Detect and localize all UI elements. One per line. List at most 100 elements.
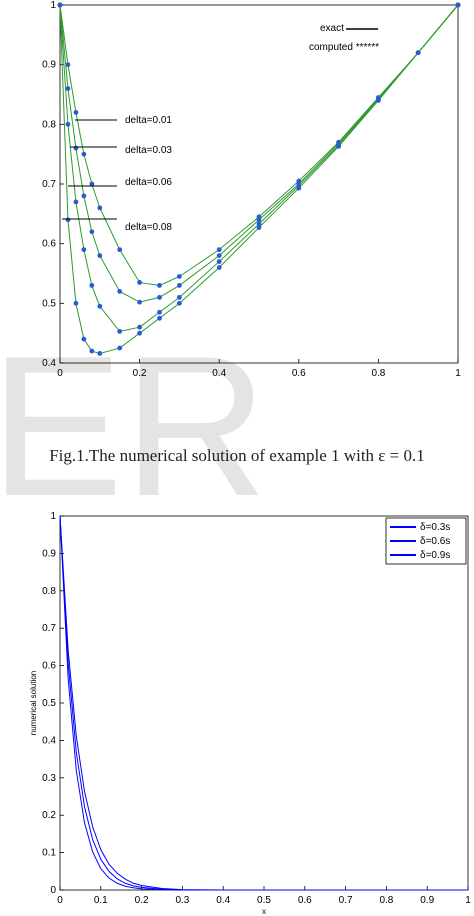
computed-marker xyxy=(256,225,262,230)
computed-marker xyxy=(177,300,182,306)
computed-marker xyxy=(137,330,143,336)
series-line xyxy=(59,515,468,891)
computed-marker xyxy=(65,121,71,127)
legend-label: exact xyxy=(320,23,344,34)
computed-marker xyxy=(89,229,95,235)
computed-marker xyxy=(177,274,182,279)
computed-marker xyxy=(216,265,222,270)
y-tick-label: 0.6 xyxy=(42,661,56,672)
y-tick-label: 1 xyxy=(50,0,56,11)
x-tick-label: 0.1 xyxy=(94,895,108,906)
y-tick-label: 0.6 xyxy=(42,239,56,250)
y-tick-label: 0.2 xyxy=(42,810,56,821)
x-tick-label: 0.8 xyxy=(379,895,393,906)
series-line xyxy=(59,4,459,286)
y-tick-label: 0.9 xyxy=(42,548,56,559)
computed-marker xyxy=(89,181,95,187)
computed-marker xyxy=(256,217,262,223)
x-tick-label: 1 xyxy=(455,368,461,379)
watermark: ER xyxy=(0,315,268,538)
y-tick-label: 0.4 xyxy=(42,358,56,369)
annotation: delta=0.08 xyxy=(125,222,172,233)
computed-marker xyxy=(256,221,262,227)
computed-marker xyxy=(157,309,162,315)
x-tick-label: 0.8 xyxy=(371,368,385,379)
y-axis-label: numerical solution xyxy=(29,671,38,735)
computed-marker xyxy=(415,50,421,56)
computed-marker xyxy=(157,294,162,300)
computed-marker xyxy=(137,299,143,305)
y-tick-label: 0.8 xyxy=(42,119,56,130)
y-tick-label: 0.7 xyxy=(42,623,56,634)
x-tick-label: 0.4 xyxy=(212,368,226,379)
x-tick-label: 0 xyxy=(57,895,63,906)
x-tick-label: 1 xyxy=(465,895,471,906)
legend-label: δ=0.6s xyxy=(420,536,450,547)
series-line xyxy=(59,4,459,354)
annotation: delta=0.03 xyxy=(125,145,172,156)
x-tick-label: 0.6 xyxy=(298,895,312,906)
y-tick-label: 0.1 xyxy=(42,848,56,859)
x-tick-label: 0.7 xyxy=(339,895,353,906)
computed-marker xyxy=(65,86,71,91)
y-tick-label: 0.5 xyxy=(42,698,56,709)
plot-frame xyxy=(59,4,459,364)
computed-marker xyxy=(137,280,143,285)
y-tick-label: 1 xyxy=(50,511,56,522)
computed-marker xyxy=(89,348,95,354)
legend-label: δ=0.9s xyxy=(420,550,450,561)
computed-marker xyxy=(57,2,63,8)
x-tick-label: 0.5 xyxy=(257,895,271,906)
x-tick-label: 0.3 xyxy=(175,895,189,906)
computed-marker xyxy=(65,217,71,223)
computed-marker xyxy=(216,247,222,253)
computed-marker xyxy=(73,110,79,115)
computed-marker xyxy=(81,151,87,157)
computed-marker xyxy=(117,328,123,334)
annotation: delta=0.01 xyxy=(125,115,172,126)
computed-marker xyxy=(81,193,87,199)
computed-marker xyxy=(117,247,123,253)
computed-marker xyxy=(296,185,302,191)
computed-marker xyxy=(157,315,162,321)
computed-marker xyxy=(97,351,103,356)
computed-marker xyxy=(97,303,103,309)
legend-label: δ=0.3s xyxy=(420,522,450,533)
computed-marker xyxy=(65,62,71,68)
computed-marker xyxy=(455,2,461,8)
computed-marker xyxy=(177,294,182,300)
x-tick-label: 0.4 xyxy=(216,895,230,906)
x-tick-label: 0 xyxy=(57,368,63,379)
caption: Fig.1.The numerical solution of example … xyxy=(49,446,425,465)
annotation: delta=0.06 xyxy=(125,177,172,188)
computed-marker xyxy=(157,283,162,288)
computed-marker xyxy=(97,253,103,258)
computed-marker xyxy=(81,336,87,342)
computed-marker xyxy=(97,205,103,211)
computed-marker xyxy=(73,300,79,306)
x-tick-label: 0.2 xyxy=(135,895,149,906)
y-tick-label: 0.8 xyxy=(42,586,56,597)
x-axis-label: x xyxy=(262,907,266,916)
y-tick-label: 0.9 xyxy=(42,60,56,71)
y-tick-label: 0 xyxy=(50,885,56,896)
x-tick-label: 0.9 xyxy=(420,895,434,906)
x-tick-label: 0.2 xyxy=(133,368,147,379)
computed-marker xyxy=(376,98,381,103)
computed-marker xyxy=(117,345,123,351)
x-tick-label: 0.6 xyxy=(292,368,306,379)
computed-marker xyxy=(336,144,341,149)
y-tick-label: 0.3 xyxy=(42,773,56,784)
series-line xyxy=(59,515,468,891)
computed-marker xyxy=(89,283,95,288)
y-tick-label: 0.4 xyxy=(42,735,56,746)
computed-marker xyxy=(81,247,87,253)
series-line xyxy=(59,4,459,303)
legend-label: computed ****** xyxy=(309,42,379,53)
y-tick-label: 0.7 xyxy=(42,179,56,190)
computed-marker xyxy=(73,199,79,205)
plot-frame xyxy=(59,515,469,891)
computed-marker xyxy=(117,289,123,294)
computed-marker xyxy=(177,283,182,288)
